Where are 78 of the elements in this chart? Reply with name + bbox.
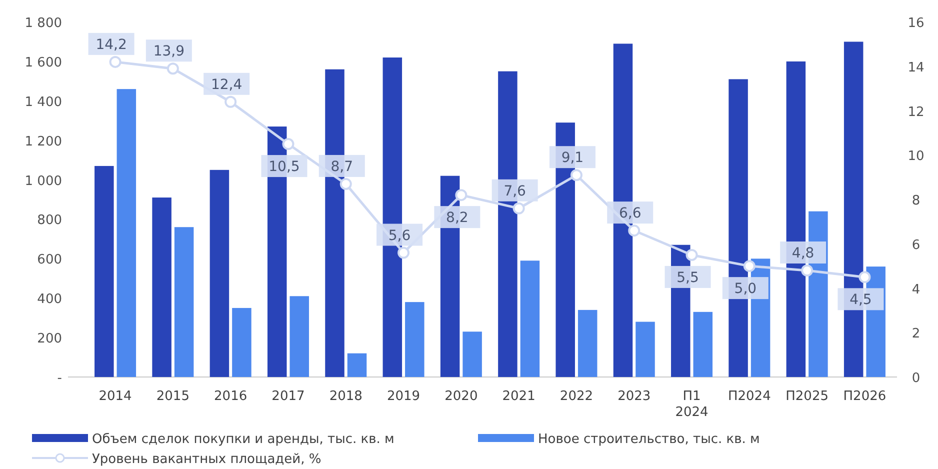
- data-label: 12,4: [210, 76, 242, 93]
- y2-tick-label: 10: [908, 149, 924, 164]
- x-tick-label: 2021: [502, 389, 536, 404]
- y-tick-label: 1 200: [24, 134, 62, 150]
- x-tick-label: П1 2024: [675, 389, 708, 420]
- bar: [116, 89, 136, 377]
- point: [224, 96, 237, 108]
- y-tick-label: 200: [37, 332, 62, 347]
- bar: [232, 308, 252, 377]
- bar: [462, 332, 482, 377]
- bar: [347, 353, 367, 377]
- point: [512, 202, 525, 214]
- x-tick-label: 2015: [156, 389, 190, 404]
- data-label: 8,2: [446, 210, 468, 226]
- point: [398, 246, 410, 259]
- y2-tick-label: 8: [912, 194, 920, 208]
- legend-label: Объем сделок покупки и аренды, тыс. кв. м: [92, 432, 394, 447]
- x-tick-label: 2017: [272, 389, 305, 404]
- bar: [152, 198, 172, 377]
- point: [743, 260, 756, 272]
- y-tick-label: 1 400: [24, 94, 62, 110]
- y2-tick-label: 14: [908, 60, 924, 76]
- x-tick-label: 2016: [214, 389, 248, 404]
- point: [455, 189, 468, 202]
- y2-tick-label: 12: [908, 104, 924, 120]
- point: [801, 264, 814, 276]
- x-tick-label: 2022: [560, 389, 594, 404]
- bar: [578, 310, 598, 377]
- x-tick-label: 2018: [329, 389, 362, 404]
- data-label: 5,0: [734, 281, 757, 298]
- data-label: 6,6: [618, 206, 642, 222]
- y2-tick-label: 2: [912, 326, 920, 342]
- x-tick-label: П2025: [786, 389, 828, 404]
- y2-tick-label: 0: [912, 371, 920, 386]
- y-tick-label: 1 800: [24, 16, 62, 31]
- y2-tick-label: 6: [912, 238, 920, 253]
- point: [109, 56, 122, 68]
- y-tick-label: 800: [37, 213, 62, 228]
- data-label: 7,6: [504, 183, 526, 200]
- y-tick-label: 1 600: [24, 55, 62, 70]
- y2-tick-label: 4: [912, 282, 920, 298]
- bar: [693, 312, 713, 377]
- x-tick-label: 2019: [386, 389, 420, 404]
- point: [166, 62, 179, 75]
- data-label: 13,9: [153, 44, 185, 60]
- y-tick-label: 600: [37, 252, 62, 268]
- data-label: 5,5: [676, 270, 699, 286]
- point: [628, 224, 640, 237]
- x-tick-label: П2026: [843, 389, 886, 404]
- data-label: 8,7: [330, 158, 354, 175]
- point: [686, 248, 698, 261]
- point: [858, 271, 871, 284]
- y2-tick-label: 16: [908, 16, 924, 31]
- y-tick-label: -: [57, 371, 62, 386]
- x-tick-label: 2020: [444, 389, 478, 404]
- data-label: 4,8: [792, 246, 814, 262]
- data-label: 14,2: [96, 36, 127, 53]
- x-tick-label: 2014: [98, 389, 132, 404]
- y-tick-label: 400: [37, 292, 62, 308]
- x-tick-label: П2024: [728, 389, 771, 404]
- bar: [290, 296, 309, 377]
- point: [282, 138, 294, 150]
- data-label: 4,5: [850, 292, 872, 308]
- bar: [405, 302, 424, 377]
- y-tick-label: 1 000: [24, 174, 62, 189]
- legend-label: Новое строительство, тыс. кв. м: [538, 432, 760, 447]
- bar: [520, 260, 540, 377]
- x-tick-label: 2023: [618, 389, 651, 404]
- bar: [210, 170, 230, 377]
- data-label: 5,6: [388, 228, 411, 244]
- data-label: 10,5: [268, 159, 300, 176]
- legend-label: Уровень вакантных площадей, %: [92, 452, 322, 467]
- bar: [636, 322, 655, 377]
- bar: [94, 166, 114, 377]
- data-label: 9,1: [561, 150, 584, 166]
- point: [570, 169, 582, 182]
- bar: [174, 227, 194, 377]
- point: [340, 178, 352, 190]
